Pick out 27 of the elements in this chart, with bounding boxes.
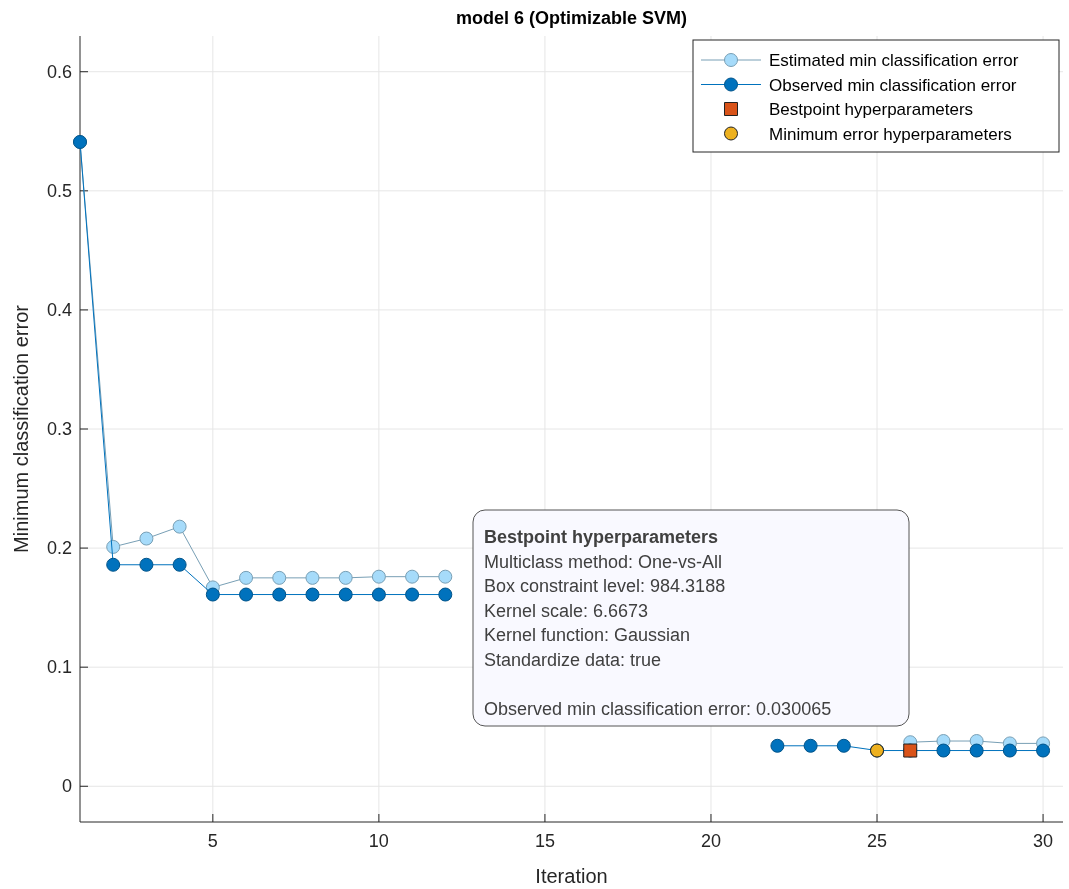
y-tick-label: 0.6 <box>46 61 72 82</box>
y-axis-title: Minimum classification error <box>10 304 32 553</box>
chart-title: model 6 (Optimizable SVM) <box>455 8 688 28</box>
annotation: Bestpoint hyperparameters <box>484 527 719 547</box>
x-tick-label: 15 <box>534 831 555 851</box>
y-tick-label: 0.4 <box>46 299 72 320</box>
y-tick-label: 0.2 <box>46 538 72 559</box>
x-tick-label: 20 <box>700 831 721 851</box>
legend-label: Observed min classification error <box>769 75 1017 95</box>
annotation: Kernel scale: 6.6673 <box>484 600 649 621</box>
annotation: Standardize data: true <box>484 649 662 670</box>
x-axis-title: Iteration <box>535 865 608 887</box>
annotation: Kernel function: Gaussian <box>484 625 691 645</box>
x-tick-label: 10 <box>368 831 389 851</box>
y-tick-label: 0.5 <box>46 180 72 201</box>
x-tick-label: 5 <box>207 831 218 851</box>
legend-label: Estimated min classification error <box>769 51 1019 70</box>
annotation: Box constraint level: 984.3188 <box>484 576 726 596</box>
y-tick-label: 0 <box>61 776 72 797</box>
x-tick-label: 25 <box>867 831 888 851</box>
y-tick-label: 0.3 <box>46 419 72 439</box>
annotation: Multiclass method: One-vs-All <box>484 551 723 572</box>
legend-label: Minimum error hyperparameters <box>769 124 1012 144</box>
annotation: Observed min classification error: 0.030065 <box>484 698 832 719</box>
y-tick-label: 0.1 <box>46 657 72 678</box>
legend-label: Bestpoint hyperparameters <box>769 100 974 119</box>
x-tick-label: 30 <box>1033 831 1054 851</box>
